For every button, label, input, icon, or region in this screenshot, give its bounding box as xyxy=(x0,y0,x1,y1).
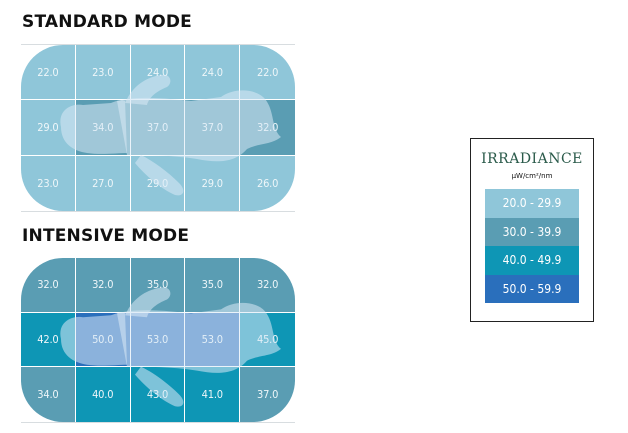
heatmap-cell: 32.0 xyxy=(240,258,295,313)
cell-value: 27.0 xyxy=(92,176,114,190)
intensive-mode-title: INTENSIVE MODE xyxy=(22,226,190,246)
heatmap-cell: 40.0 xyxy=(75,367,131,422)
legend-band: 20.0 - 29.9 xyxy=(485,189,579,218)
heatmap-grid: 22.0 23.0 24.0 24.0 22.0 29.0 34.0 37.0 37.0 32.0… xyxy=(21,45,295,211)
cell-value: 41.0 xyxy=(201,388,223,402)
heatmap-cell: 24.0 xyxy=(130,45,186,101)
heatmap-cell: 26.0 xyxy=(240,155,295,211)
heatmap-cell: 53.0 xyxy=(130,312,186,368)
cell-value: 37.0 xyxy=(256,388,279,402)
cell-value: 34.0 xyxy=(37,388,59,402)
cell-value: 34.0 xyxy=(92,120,114,134)
cell-value: 53.0 xyxy=(146,332,169,346)
heatmap-cell: 24.0 xyxy=(185,45,241,101)
cell-value: 22.0 xyxy=(256,65,279,79)
cell-value: 50.0 xyxy=(92,332,114,346)
cell-value: 22.0 xyxy=(37,65,59,79)
heatmap-cell: 29.0 xyxy=(185,155,241,211)
cell-value: 32.0 xyxy=(256,278,279,292)
cell-value: 23.0 xyxy=(37,176,59,190)
top-divider xyxy=(21,44,295,45)
legend-band: 30.0 - 39.9 xyxy=(485,217,579,246)
cell-value: 35.0 xyxy=(201,278,223,292)
cell-value: 29.0 xyxy=(146,176,169,190)
cell-value: 23.0 xyxy=(92,65,114,79)
heatmap-cell: 29.0 xyxy=(21,100,76,156)
cell-value: 32.0 xyxy=(37,278,59,292)
cell-value: 29.0 xyxy=(201,176,223,190)
cell-value: 29.0 xyxy=(37,120,59,134)
standard-mode-title: STANDARD MODE xyxy=(22,12,192,32)
legend-band: 40.0 - 49.9 xyxy=(485,246,579,275)
heatmap-cell: 50.0 xyxy=(75,312,131,368)
heatmap-cell: 53.0 xyxy=(185,312,241,368)
heatmap-cell: 34.0 xyxy=(21,367,76,422)
cell-value: 24.0 xyxy=(146,65,169,79)
irradiance-legend: IRRADIANCE μW/cm²/nm 20.0 - 29.9 30.0 - 3… xyxy=(470,138,594,322)
bottom-divider xyxy=(21,422,295,423)
heatmap-cell: 45.0 xyxy=(240,312,295,368)
heatmap-cell: 37.0 xyxy=(240,367,295,422)
cell-value: 40.0 xyxy=(92,388,114,402)
cell-value: 42.0 xyxy=(37,332,59,346)
cell-value: 53.0 xyxy=(201,332,223,346)
legend-unit: μW/cm²/nm xyxy=(511,172,553,180)
heatmap-cell: 23.0 xyxy=(21,155,76,211)
heatmap-cell: 23.0 xyxy=(75,45,131,101)
cell-value: 32.0 xyxy=(92,278,114,292)
heatmap-cell: 32.0 xyxy=(240,100,295,156)
cell-value: 24.0 xyxy=(201,65,223,79)
cell-value: 26.0 xyxy=(256,176,279,190)
legend-band: 50.0 - 59.9 xyxy=(485,274,579,303)
heatmap-cell: 41.0 xyxy=(185,367,241,422)
heatmap-cell: 22.0 xyxy=(240,45,295,101)
legend-bands: 20.0 - 29.9 30.0 - 39.9 40.0 - 49.9 50.0 - … xyxy=(485,189,579,303)
cell-value: 35.0 xyxy=(146,278,169,292)
heatmap-cell: 37.0 xyxy=(130,100,186,156)
intensive-mode-heatmap: 32.0 32.0 35.0 35.0 32.0 42.0 50.0 53.0 53.0 45.0… xyxy=(21,258,295,423)
heatmap-grid: 32.0 32.0 35.0 35.0 32.0 42.0 50.0 53.0 53.0 45.0… xyxy=(21,258,295,422)
heatmap-cell: 43.0 xyxy=(130,367,186,422)
heatmap-cell: 32.0 xyxy=(75,258,131,313)
heatmap-cell: 29.0 xyxy=(130,155,186,211)
cell-value: 37.0 xyxy=(201,120,223,134)
heatmap-cell: 34.0 xyxy=(75,100,131,156)
heatmap-cell: 22.0 xyxy=(21,45,76,101)
cell-value: 45.0 xyxy=(256,332,279,346)
heatmap-cell: 35.0 xyxy=(185,258,241,313)
legend-title: IRRADIANCE xyxy=(481,151,583,167)
cell-value: 43.0 xyxy=(146,388,169,402)
cell-value: 37.0 xyxy=(146,120,169,134)
heatmap-cell: 37.0 xyxy=(185,100,241,156)
cell-value: 32.0 xyxy=(256,120,279,134)
standard-mode-heatmap: 22.0 23.0 24.0 24.0 22.0 29.0 34.0 37.0 37.0 32.0… xyxy=(21,44,295,212)
heatmap-cell: 32.0 xyxy=(21,258,76,313)
heatmap-cell: 35.0 xyxy=(130,258,186,313)
heatmap-cell: 27.0 xyxy=(75,155,131,211)
heatmap-cell: 42.0 xyxy=(21,312,76,368)
bottom-divider xyxy=(21,211,295,212)
